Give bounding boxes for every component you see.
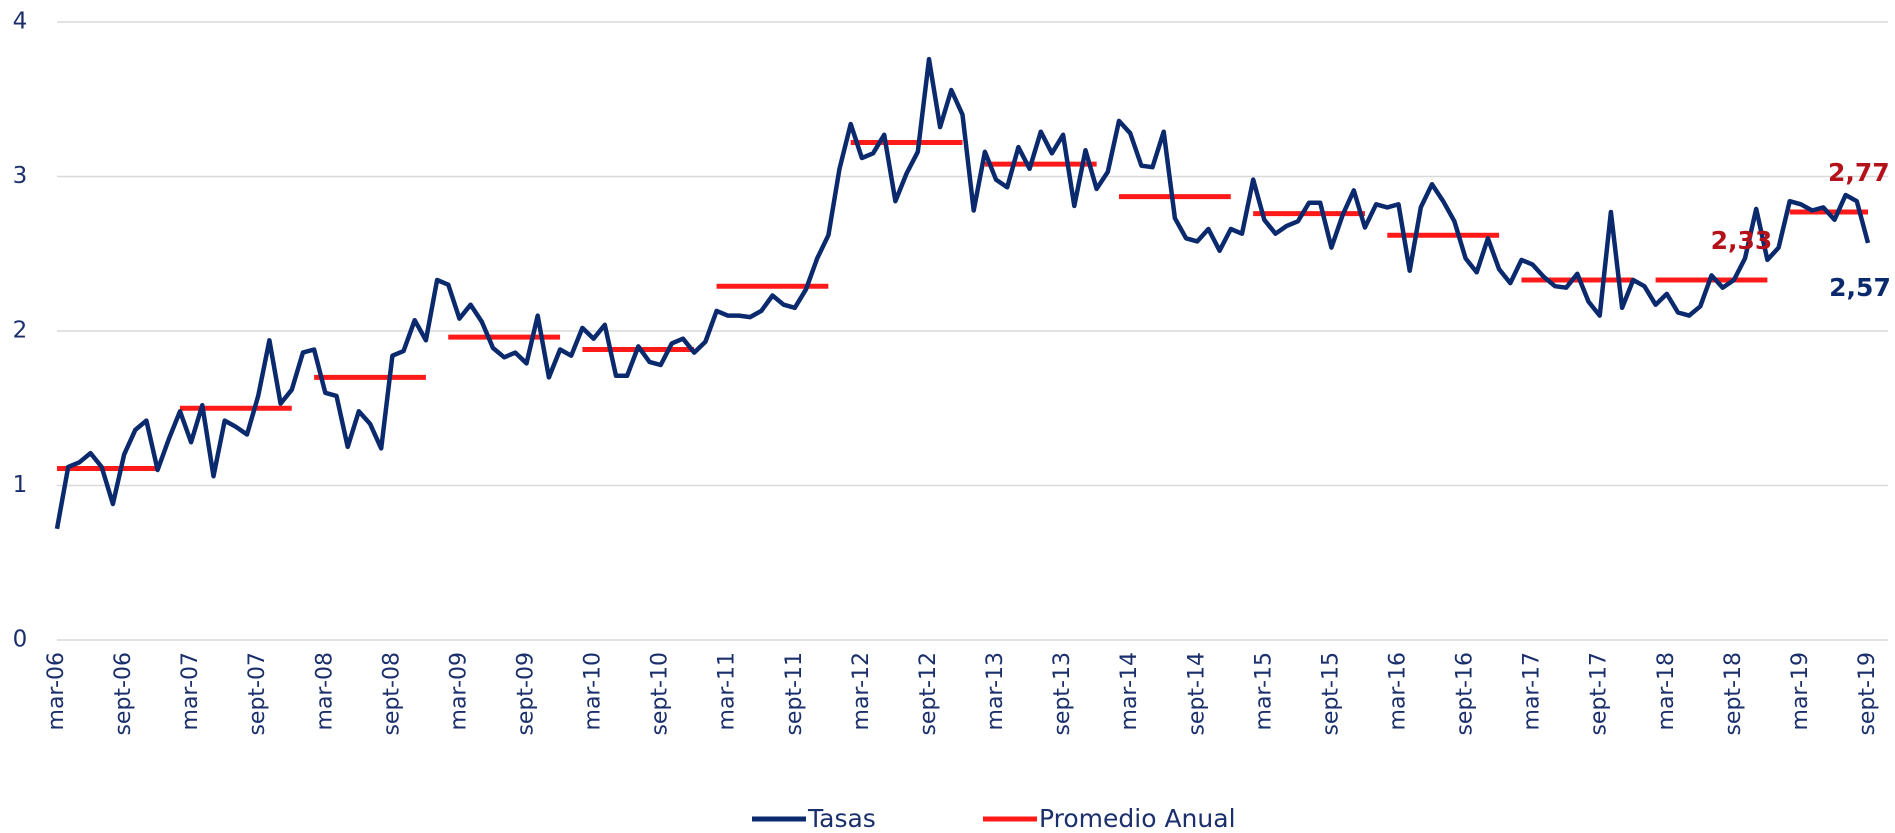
x-tick-label: sept-07 [245,652,270,736]
y-tick-label: 3 [13,163,28,189]
y-tick-label: 2 [13,318,28,344]
legend-label: Promedio Anual [1039,804,1236,833]
legend-label: Tasas [807,804,876,833]
x-tick-label: sept-09 [514,652,539,736]
x-tick-label: mar-10 [581,652,606,730]
x-tick-label: sept-17 [1587,652,1612,736]
x-tick-label: sept-06 [111,652,136,736]
x-tick-label: mar-11 [715,652,740,730]
x-tick-label: mar-15 [1251,652,1276,730]
x-tick-label: sept-19 [1855,652,1880,736]
x-tick-label: sept-16 [1453,652,1478,736]
x-tick-label: sept-08 [379,652,404,736]
x-tick-label: mar-13 [983,652,1008,730]
x-tick-label: sept-14 [1184,652,1209,736]
x-tick-label: sept-11 [782,652,807,736]
x-tick-label: sept-13 [1050,652,1075,736]
y-tick-label: 0 [13,627,28,653]
x-tick-label: mar-12 [849,652,874,730]
x-tick-label: mar-19 [1788,652,1813,730]
x-tick-label: sept-12 [916,652,941,736]
y-tick-label: 1 [13,472,28,498]
data-label: 2,57 [1829,273,1891,302]
x-tick-label: mar-06 [44,652,69,730]
data-label: 2,33 [1711,226,1773,255]
y-tick-label: 4 [13,9,28,35]
x-tick-label: mar-07 [178,652,203,730]
x-tick-label: sept-10 [648,652,673,736]
x-tick-label: mar-14 [1117,652,1142,730]
x-tick-label: mar-16 [1385,652,1410,730]
x-tick-label: mar-18 [1654,652,1679,730]
data-label: 2,77 [1828,158,1890,187]
x-tick-label: sept-15 [1318,652,1343,736]
x-tick-label: mar-17 [1520,652,1545,730]
x-tick-label: sept-18 [1721,652,1746,736]
x-tick-label: mar-08 [312,652,337,730]
x-tick-label: mar-09 [446,652,471,730]
rate-line [54,56,1871,530]
